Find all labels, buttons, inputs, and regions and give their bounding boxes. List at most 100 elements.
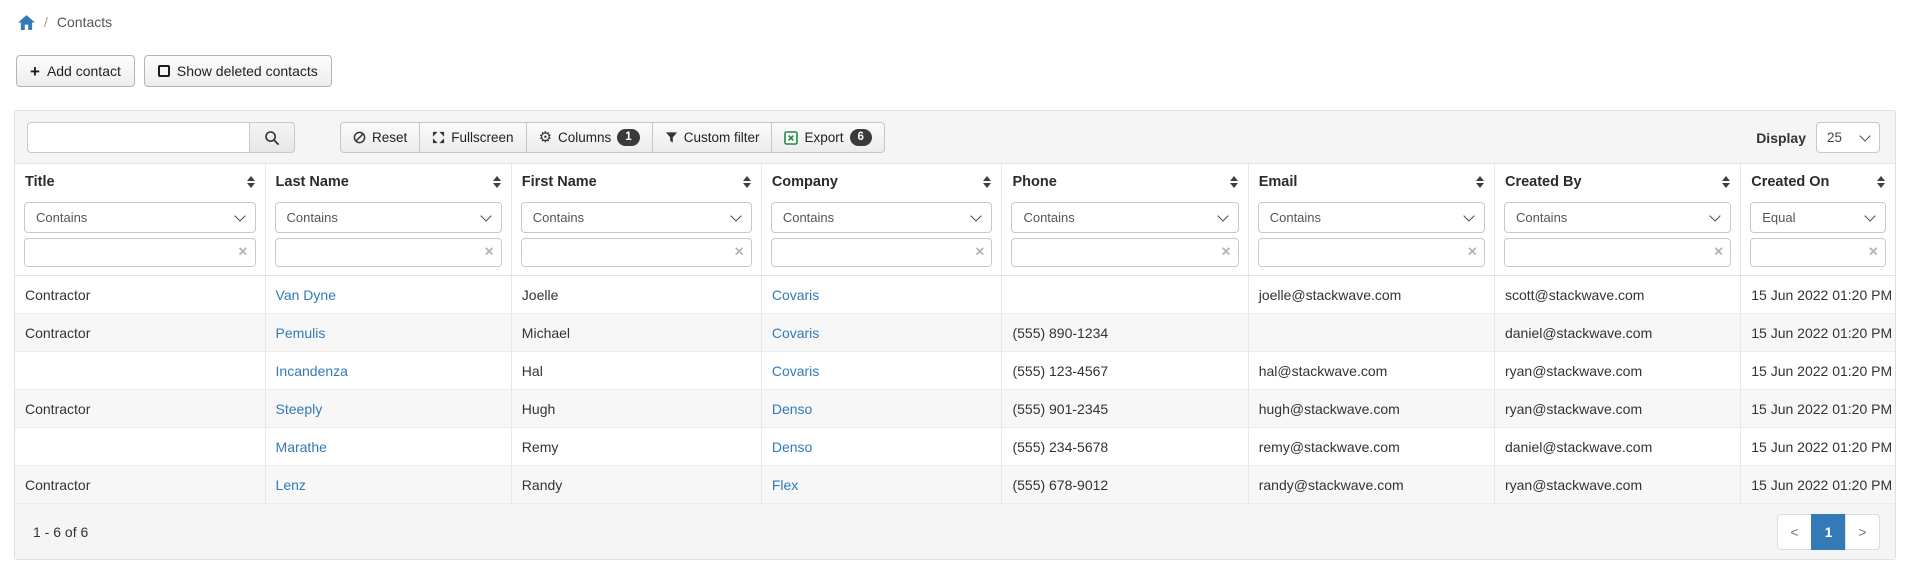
cell-email: hugh@stackwave.com	[1248, 389, 1495, 428]
column-label: Created By	[1504, 174, 1582, 190]
custom-filter-button[interactable]: Custom filter	[651, 122, 773, 153]
company-link[interactable]: Covaris	[771, 286, 820, 303]
clear-filter-icon[interactable]: ×	[484, 242, 494, 260]
company-link[interactable]: Flex	[771, 476, 799, 493]
contact-link[interactable]: Lenz	[275, 476, 306, 493]
cell-created-by: scott@stackwave.com	[1494, 275, 1742, 314]
column-header-first-name[interactable]: First Name	[511, 164, 762, 199]
columns-button[interactable]: ⚙ Columns 1	[525, 122, 653, 153]
filter-input-company[interactable]	[770, 238, 993, 267]
column-label: Title	[25, 174, 55, 190]
filter-input-phone[interactable]	[1011, 238, 1239, 267]
filter-input-first-name[interactable]	[520, 238, 752, 267]
page-size-select[interactable]: 25	[1816, 122, 1880, 153]
search-button[interactable]	[249, 122, 295, 153]
contact-link[interactable]: Van Dyne	[275, 286, 336, 303]
cell-email: hal@stackwave.com	[1248, 351, 1495, 390]
page-1-button[interactable]: 1	[1811, 513, 1846, 550]
export-count-badge: 6	[849, 129, 872, 146]
cell-company: Covaris	[761, 313, 1003, 352]
contact-link[interactable]: Pemulis	[275, 324, 326, 341]
home-icon[interactable]	[18, 14, 35, 30]
filter-input-title[interactable]	[24, 238, 256, 267]
column-header-phone[interactable]: Phone	[1001, 164, 1249, 199]
fullscreen-label: Fullscreen	[451, 130, 514, 145]
clear-filter-icon[interactable]: ×	[1221, 242, 1231, 260]
filter-operator-select-created-on[interactable]: Equal	[1750, 202, 1886, 233]
chevron-down-icon	[1217, 209, 1229, 222]
company-link[interactable]: Covaris	[771, 362, 820, 379]
clear-filter-icon[interactable]: ×	[238, 242, 248, 260]
export-button[interactable]: Export 6	[771, 122, 885, 153]
add-contact-button[interactable]: + Add contact	[16, 55, 135, 87]
cell-company: Covaris	[761, 275, 1003, 314]
contact-link[interactable]: Steeply	[275, 400, 323, 417]
table-toolbar: Reset Fullscreen ⚙ Columns 1 Custom filt…	[15, 111, 1895, 163]
reset-button[interactable]: Reset	[340, 122, 421, 153]
table-footer: 1 - 6 of 6 < 1 >	[15, 504, 1895, 559]
cell-phone: (555) 890-1234	[1001, 313, 1249, 352]
filter-operator-select-first-name[interactable]: Contains	[520, 202, 752, 233]
column-label: Email	[1258, 174, 1298, 190]
filter-operator-select-company[interactable]: Contains	[770, 202, 993, 233]
cell-company: Flex	[761, 465, 1003, 504]
export-label: Export	[804, 130, 844, 145]
contact-link[interactable]: Incandenza	[275, 362, 348, 379]
clear-filter-icon[interactable]: ×	[1713, 242, 1724, 260]
custom-filter-label: Custom filter	[683, 130, 760, 145]
display-label: Display	[1756, 129, 1806, 146]
cell-title: Contractor	[15, 275, 266, 314]
cell-title	[15, 351, 266, 390]
column-header-created-on[interactable]: Created On	[1741, 164, 1895, 199]
clear-filter-icon[interactable]: ×	[975, 242, 985, 260]
table-row: Incandenza Hal Covaris (555) 123-4567 ha…	[15, 351, 1895, 390]
plus-icon: +	[30, 61, 40, 81]
company-link[interactable]: Denso	[771, 400, 813, 417]
cell-title: Contractor	[15, 389, 266, 428]
cell-title	[15, 427, 266, 466]
filter-input-created-by[interactable]	[1503, 238, 1732, 267]
cell-email	[1248, 313, 1495, 352]
display-group: Display 25	[1756, 122, 1883, 153]
filter-operator-select-created-by[interactable]: Contains	[1503, 202, 1732, 233]
clear-filter-icon[interactable]: ×	[1467, 242, 1477, 260]
company-link[interactable]: Covaris	[771, 324, 820, 341]
column-header-last-name[interactable]: Last Name	[265, 164, 512, 199]
filter-operator-select-last-name[interactable]: Contains	[274, 202, 502, 233]
filter-input-last-name[interactable]	[274, 238, 502, 267]
clear-filter-icon[interactable]: ×	[734, 242, 744, 260]
filter-operator-select-email[interactable]: Contains	[1257, 202, 1485, 233]
filter-operator-value: Contains	[1515, 210, 1568, 225]
previous-page-button[interactable]: <	[1777, 513, 1812, 550]
filter-operator-select-title[interactable]: Contains	[24, 202, 256, 233]
column-header-created-by[interactable]: Created By	[1494, 164, 1742, 199]
cell-last-name: Lenz	[265, 465, 512, 504]
cell-created-on: 15 Jun 2022 01:20 PM	[1740, 275, 1895, 314]
filter-input-email[interactable]	[1257, 238, 1485, 267]
sort-icon	[742, 176, 751, 188]
cell-last-name: Van Dyne	[265, 275, 512, 314]
cell-email: randy@stackwave.com	[1248, 465, 1495, 504]
cell-first-name: Randy	[511, 465, 762, 504]
sort-icon	[1877, 176, 1885, 188]
search-input[interactable]	[27, 122, 249, 153]
contact-link[interactable]: Marathe	[275, 438, 327, 455]
cell-created-on: 15 Jun 2022 01:20 PM	[1740, 389, 1895, 428]
table-header-row: Title Last Name First Name Company Phone…	[15, 164, 1895, 199]
column-header-email[interactable]: Email	[1248, 164, 1495, 199]
column-header-company[interactable]: Company	[761, 164, 1003, 199]
cell-email: remy@stackwave.com	[1248, 427, 1495, 466]
clear-filter-icon[interactable]: ×	[1868, 242, 1878, 260]
filter-operator-select-phone[interactable]: Contains	[1011, 202, 1239, 233]
filter-input-created-on[interactable]	[1750, 238, 1886, 267]
filter-operator-value: Contains	[532, 210, 585, 225]
cell-created-on: 15 Jun 2022 01:20 PM	[1740, 465, 1895, 504]
search-icon	[264, 130, 280, 146]
show-deleted-contacts-button[interactable]: Show deleted contacts	[143, 55, 332, 87]
next-page-button[interactable]: >	[1845, 513, 1880, 550]
company-link[interactable]: Denso	[771, 438, 813, 455]
cell-first-name: Michael	[511, 313, 762, 352]
column-header-title[interactable]: Title	[15, 164, 266, 199]
column-label: Phone	[1012, 174, 1057, 190]
fullscreen-button[interactable]: Fullscreen	[419, 122, 527, 153]
